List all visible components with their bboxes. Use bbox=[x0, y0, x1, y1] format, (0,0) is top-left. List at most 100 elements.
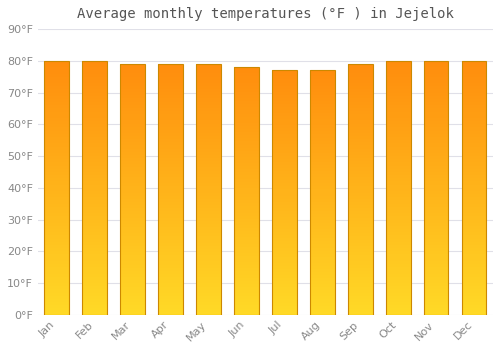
Bar bbox=[424, 188, 448, 191]
Bar bbox=[44, 86, 69, 89]
Bar bbox=[120, 296, 145, 299]
Bar bbox=[386, 118, 410, 121]
Bar bbox=[120, 312, 145, 315]
Bar bbox=[462, 83, 486, 86]
Bar bbox=[44, 270, 69, 273]
Bar bbox=[82, 99, 107, 102]
Bar bbox=[386, 99, 410, 102]
Bar bbox=[462, 118, 486, 121]
Bar bbox=[234, 194, 259, 197]
Bar bbox=[196, 246, 221, 249]
Bar bbox=[234, 182, 259, 185]
Bar bbox=[234, 219, 259, 222]
Bar bbox=[348, 152, 372, 155]
Bar bbox=[462, 137, 486, 140]
Bar bbox=[158, 308, 183, 312]
Bar bbox=[424, 64, 448, 67]
Bar bbox=[44, 61, 69, 315]
Bar bbox=[234, 113, 259, 117]
Bar bbox=[386, 232, 410, 236]
Bar bbox=[82, 121, 107, 124]
Bar bbox=[82, 312, 107, 315]
Bar bbox=[82, 229, 107, 232]
Bar bbox=[82, 77, 107, 80]
Bar bbox=[234, 151, 259, 154]
Bar bbox=[234, 95, 259, 98]
Bar bbox=[424, 156, 448, 159]
Bar bbox=[310, 302, 334, 306]
Bar bbox=[234, 302, 259, 306]
Bar bbox=[462, 210, 486, 213]
Bar bbox=[120, 180, 145, 183]
Bar bbox=[348, 158, 372, 161]
Bar bbox=[272, 208, 296, 211]
Bar bbox=[348, 205, 372, 208]
Bar bbox=[462, 96, 486, 99]
Bar bbox=[348, 243, 372, 246]
Bar bbox=[120, 64, 145, 67]
Bar bbox=[44, 280, 69, 283]
Bar bbox=[82, 83, 107, 86]
Bar bbox=[462, 191, 486, 194]
Bar bbox=[44, 210, 69, 213]
Bar bbox=[424, 308, 448, 312]
Bar bbox=[272, 260, 296, 263]
Bar bbox=[272, 296, 296, 300]
Bar bbox=[386, 137, 410, 140]
Bar bbox=[348, 74, 372, 77]
Bar bbox=[386, 242, 410, 245]
Bar bbox=[120, 236, 145, 239]
Bar bbox=[44, 251, 69, 254]
Bar bbox=[82, 188, 107, 191]
Bar bbox=[462, 219, 486, 223]
Bar bbox=[120, 243, 145, 246]
Bar bbox=[386, 150, 410, 153]
Bar bbox=[348, 246, 372, 249]
Bar bbox=[462, 105, 486, 108]
Bar bbox=[196, 233, 221, 236]
Bar bbox=[158, 146, 183, 149]
Bar bbox=[158, 215, 183, 218]
Bar bbox=[386, 201, 410, 204]
Bar bbox=[348, 305, 372, 308]
Bar bbox=[310, 174, 334, 177]
Bar bbox=[196, 239, 221, 243]
Bar bbox=[272, 266, 296, 269]
Bar bbox=[158, 271, 183, 274]
Bar bbox=[310, 104, 334, 107]
Bar bbox=[348, 196, 372, 199]
Bar bbox=[196, 193, 221, 196]
Bar bbox=[234, 126, 259, 129]
Bar bbox=[44, 134, 69, 137]
Bar bbox=[348, 105, 372, 108]
Bar bbox=[82, 184, 107, 188]
Bar bbox=[386, 105, 410, 108]
Bar bbox=[120, 130, 145, 133]
Bar bbox=[196, 252, 221, 255]
Bar bbox=[82, 194, 107, 197]
Bar bbox=[462, 264, 486, 267]
Bar bbox=[272, 159, 296, 162]
Bar bbox=[196, 305, 221, 308]
Bar bbox=[196, 287, 221, 290]
Bar bbox=[462, 143, 486, 147]
Bar bbox=[272, 162, 296, 165]
Bar bbox=[158, 136, 183, 139]
Bar bbox=[120, 284, 145, 287]
Bar bbox=[310, 208, 334, 211]
Bar bbox=[120, 183, 145, 186]
Bar bbox=[196, 136, 221, 139]
Bar bbox=[424, 172, 448, 175]
Bar bbox=[424, 283, 448, 286]
Bar bbox=[234, 253, 259, 256]
Bar bbox=[44, 147, 69, 150]
Bar bbox=[462, 166, 486, 169]
Bar bbox=[44, 102, 69, 105]
Bar bbox=[386, 159, 410, 162]
Bar bbox=[386, 308, 410, 312]
Bar bbox=[462, 156, 486, 159]
Bar bbox=[82, 239, 107, 242]
Bar bbox=[348, 230, 372, 233]
Bar bbox=[82, 280, 107, 283]
Bar bbox=[424, 210, 448, 213]
